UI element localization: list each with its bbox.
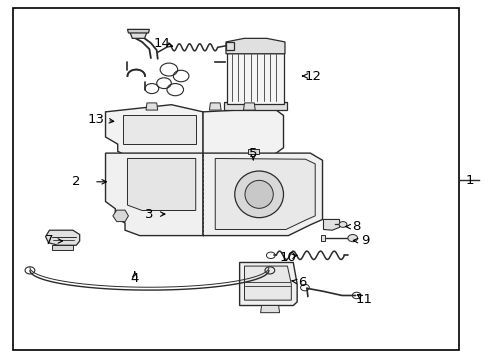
Polygon shape: [45, 230, 80, 245]
Polygon shape: [203, 153, 322, 235]
Polygon shape: [127, 158, 195, 211]
Polygon shape: [244, 266, 291, 300]
Ellipse shape: [234, 171, 283, 218]
Polygon shape: [130, 32, 147, 39]
Circle shape: [338, 222, 346, 227]
Text: 5: 5: [248, 147, 257, 159]
Polygon shape: [225, 39, 285, 54]
Polygon shape: [105, 153, 203, 235]
Polygon shape: [209, 103, 221, 110]
Polygon shape: [122, 116, 195, 144]
Text: 9: 9: [361, 234, 369, 247]
Text: 11: 11: [355, 293, 372, 306]
Polygon shape: [227, 53, 283, 104]
Text: 8: 8: [352, 220, 360, 233]
Text: 12: 12: [304, 69, 321, 82]
Polygon shape: [224, 102, 286, 110]
Polygon shape: [113, 210, 128, 222]
Polygon shape: [225, 42, 233, 50]
Polygon shape: [323, 220, 339, 230]
Ellipse shape: [244, 180, 273, 208]
Text: 14: 14: [153, 36, 170, 50]
Polygon shape: [260, 306, 279, 313]
Polygon shape: [203, 108, 283, 155]
Polygon shape: [52, 245, 73, 250]
Polygon shape: [127, 30, 149, 33]
Text: 3: 3: [145, 208, 153, 221]
Polygon shape: [320, 235, 325, 241]
Polygon shape: [248, 149, 259, 154]
Text: 1: 1: [465, 174, 473, 186]
Polygon shape: [105, 105, 203, 155]
Text: 4: 4: [130, 272, 139, 285]
Text: 6: 6: [297, 276, 305, 289]
Polygon shape: [215, 158, 315, 229]
Text: 10: 10: [279, 251, 296, 264]
Circle shape: [347, 234, 357, 242]
Polygon shape: [243, 103, 255, 110]
Text: 13: 13: [87, 113, 104, 126]
Text: 2: 2: [72, 175, 81, 188]
Text: 7: 7: [45, 234, 54, 247]
Polygon shape: [146, 103, 158, 110]
Polygon shape: [239, 262, 297, 306]
